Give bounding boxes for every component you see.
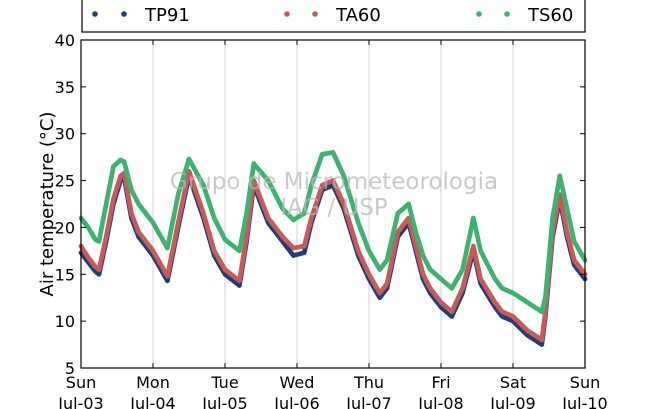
x-tick-label-date: Jul-03 bbox=[57, 394, 103, 409]
x-tick-label-date: Jul-08 bbox=[417, 394, 463, 409]
y-axis-title: Air temperature (°C) bbox=[37, 112, 58, 297]
watermark-line-2: IAG / USP bbox=[280, 195, 388, 221]
x-tick-label-date: Jul-04 bbox=[129, 394, 175, 409]
legend-marker-ta60 bbox=[284, 11, 290, 17]
x-tick-label-date: Jul-05 bbox=[201, 394, 247, 409]
watermark-line-1: Grupo de Micrometeorologia bbox=[170, 169, 498, 195]
legend-label-ts60: TS60 bbox=[527, 5, 573, 26]
y-tick-label: 25 bbox=[55, 172, 75, 191]
series-ts60 bbox=[78, 150, 588, 315]
series-layer bbox=[78, 150, 588, 347]
x-tick-label-day: Thu bbox=[353, 373, 384, 392]
x-tick-label-day: Sun bbox=[570, 373, 600, 392]
y-tick-label: 35 bbox=[55, 78, 75, 97]
y-tick-label: 10 bbox=[55, 312, 75, 331]
legend-label-tp91: TP91 bbox=[144, 5, 190, 26]
x-tick-label-day: Fri bbox=[431, 373, 450, 392]
legend-item-ta60: TA60 bbox=[284, 5, 381, 26]
grid bbox=[152, 40, 514, 368]
y-tick-label: 20 bbox=[55, 218, 75, 237]
legend-marker-tp91 bbox=[92, 11, 98, 17]
legend-label-ta60: TA60 bbox=[335, 5, 381, 26]
x-tick-label-day: Sun bbox=[66, 373, 96, 392]
y-axis: 5 10 15 20 25 30 35 40 bbox=[55, 31, 585, 378]
plot-area: Grupo de Micrometeorologia IAG / USP 5 10… bbox=[55, 31, 608, 409]
x-axis: Sun Jul-03 Mon Jul-04 Tue Jul-05 Wed Jul-06 Thu J… bbox=[57, 40, 608, 409]
y-tick-label: 15 bbox=[55, 265, 75, 284]
x-tick-label-day: Tue bbox=[210, 373, 238, 392]
watermark: Grupo de Micrometeorologia IAG / USP bbox=[170, 169, 498, 221]
y-tick-label: 40 bbox=[55, 31, 75, 50]
plot-frame bbox=[80, 39, 586, 369]
x-tick-label-day: Mon bbox=[136, 373, 170, 392]
legend-marker-ta60 bbox=[312, 11, 318, 17]
x-tick-label-date: Jul-10 bbox=[561, 394, 607, 409]
legend: TP91 TA60 TS60 bbox=[81, 0, 586, 33]
legend-item-ts60: TS60 bbox=[476, 5, 573, 26]
legend-marker-ts60 bbox=[504, 11, 510, 17]
x-tick-label-date: Jul-06 bbox=[273, 394, 319, 409]
legend-marker-tp91 bbox=[121, 11, 127, 17]
legend-item-tp91: TP91 bbox=[92, 5, 190, 26]
x-tick-label-day: Wed bbox=[280, 373, 315, 392]
legend-marker-ts60 bbox=[476, 11, 482, 17]
legend-frame bbox=[81, 0, 586, 33]
x-tick-label-date: Jul-07 bbox=[345, 394, 391, 409]
x-tick-label-date: Jul-09 bbox=[489, 394, 535, 409]
y-tick-label: 5 bbox=[65, 359, 75, 378]
y-tick-label: 30 bbox=[55, 125, 75, 144]
x-tick-label-day: Sat bbox=[500, 373, 526, 392]
